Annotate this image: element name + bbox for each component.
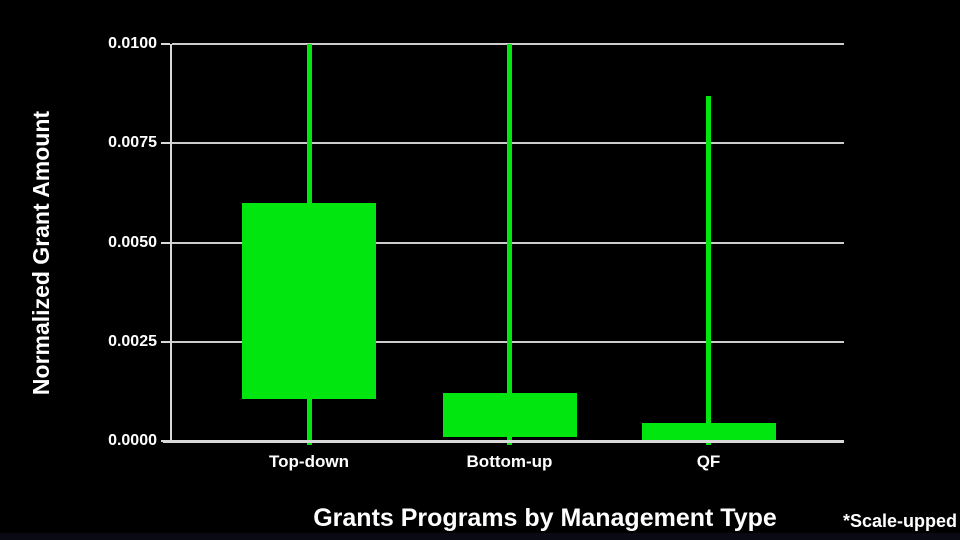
x-category-label-top-down: Top-down: [269, 452, 349, 471]
x-axis-spine: [163, 440, 844, 443]
y-tick-label-0.0075: 0.0075: [108, 134, 157, 152]
y-tick-mark-0.0050: [161, 241, 170, 244]
box-top-down: [242, 202, 376, 400]
y-tick-mark-0.0075: [161, 142, 170, 145]
y-axis-title: Normalized Grant Amount: [28, 110, 54, 396]
y-axis-spine: [170, 44, 172, 443]
y-tick-label-0.0025: 0.0025: [108, 332, 157, 350]
box-bottom-up: [442, 393, 577, 438]
x-category-label-bottom-up: Bottom-up: [466, 452, 553, 471]
y-tick-label-0.0050: 0.0050: [108, 233, 157, 251]
y-tick-label-0.0000: 0.0000: [108, 432, 157, 449]
x-axis-title: Grants Programs by Management Type: [313, 504, 777, 532]
y-tick-mark-0.0000: [161, 440, 170, 442]
bottom-strip: [0, 533, 960, 540]
scale-footnote: *Scale-upped: [842, 511, 957, 531]
x-category-label-qf: QF: [696, 452, 721, 471]
y-tick-label-0.0100: 0.0100: [108, 35, 157, 52]
whisker-qf: [706, 95, 711, 445]
y-tick-mark-0.0100: [161, 43, 170, 45]
box-qf: [641, 423, 776, 441]
y-tick-mark-0.0025: [161, 340, 170, 343]
whisker-bottom-up: [507, 44, 512, 445]
